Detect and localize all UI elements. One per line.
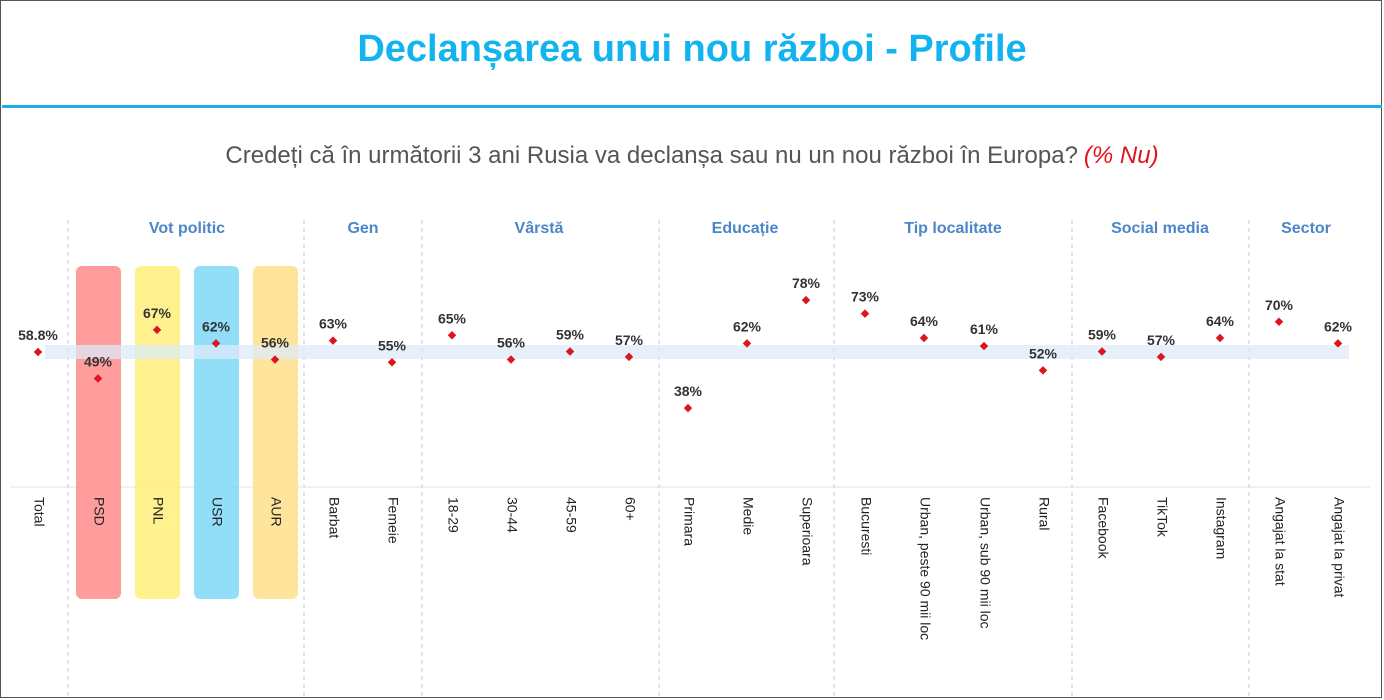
- data-point: [447, 331, 457, 340]
- group-label: Sector: [1281, 220, 1331, 237]
- data-point: [506, 355, 516, 364]
- category-label: Angajat la privat: [1331, 497, 1347, 598]
- data-point: [624, 352, 634, 362]
- category-label: Bucuresti: [858, 497, 874, 555]
- group-label: Tip localitate: [904, 220, 1002, 237]
- data-point: [1156, 352, 1166, 362]
- category-label: PNL: [150, 497, 166, 524]
- data-point: [270, 355, 280, 364]
- data-label: 56%: [261, 335, 290, 351]
- category-label: Total: [31, 497, 47, 527]
- title-divider: [2, 105, 1382, 108]
- group-label: Educație: [712, 220, 779, 237]
- data-label: 61%: [970, 321, 999, 337]
- data-label: 63%: [319, 316, 348, 332]
- data-point: [1038, 366, 1048, 375]
- data-point: [979, 341, 989, 351]
- data-point: [1274, 317, 1284, 327]
- category-label: Rural: [1036, 497, 1052, 530]
- group-label: Social media: [1111, 220, 1209, 237]
- data-point: [801, 295, 811, 305]
- data-point: [328, 336, 338, 345]
- data-label: 78%: [792, 275, 821, 291]
- data-label: 52%: [1029, 345, 1058, 361]
- data-point: [93, 374, 103, 383]
- data-label: 62%: [1324, 318, 1353, 334]
- highlight-band-psd: [76, 266, 121, 599]
- category-label: Femeie: [385, 497, 401, 544]
- highlight-band-usr: [194, 266, 239, 599]
- data-point: [742, 339, 752, 348]
- category-label: USR: [209, 497, 225, 527]
- group-label: Gen: [347, 220, 378, 237]
- category-label: 30-44: [504, 497, 520, 533]
- data-point: [211, 339, 221, 348]
- data-point: [1097, 347, 1107, 356]
- data-label: 59%: [1088, 326, 1117, 342]
- category-label: Instagram: [1213, 497, 1229, 559]
- data-label: 67%: [143, 305, 172, 321]
- category-label: 60+: [622, 497, 638, 521]
- category-label: Barbat: [326, 497, 342, 538]
- category-label: Superioara: [799, 497, 815, 566]
- group-label: Vot politic: [149, 220, 225, 237]
- data-label: 56%: [497, 335, 526, 351]
- category-label: 18-29: [445, 497, 461, 533]
- data-label: 57%: [615, 332, 644, 348]
- category-label: Angajat la stat: [1272, 497, 1288, 586]
- category-label: Medie: [740, 497, 756, 535]
- data-label: 62%: [733, 318, 762, 334]
- category-label: AUR: [268, 497, 284, 527]
- slide-title: Declanșarea unui nou război - Profile: [357, 28, 1027, 70]
- data-label: 65%: [438, 310, 467, 326]
- data-point: [683, 403, 693, 413]
- data-label: 57%: [1147, 332, 1176, 348]
- data-point: [33, 347, 43, 357]
- category-label: Urban, peste 90 mii loc: [917, 497, 933, 640]
- category-label: Facebook: [1095, 497, 1111, 559]
- data-label: 59%: [556, 326, 585, 342]
- data-label: 55%: [378, 337, 407, 353]
- data-point: [387, 358, 397, 367]
- data-point: [565, 347, 575, 356]
- category-label: PSD: [91, 497, 107, 526]
- data-label: 73%: [851, 289, 880, 305]
- category-label: Urban, sub 90 mii loc: [977, 497, 993, 629]
- data-label: 58.8%: [18, 327, 58, 343]
- category-label: 45-59: [563, 497, 579, 533]
- data-label: 70%: [1265, 297, 1294, 313]
- data-label: 49%: [84, 353, 113, 369]
- category-label: TikTok: [1154, 497, 1170, 538]
- measure-note: (% Nu): [1083, 142, 1159, 169]
- data-label: 62%: [202, 318, 231, 334]
- category-label: Primara: [681, 497, 697, 546]
- data-point: [1333, 339, 1343, 348]
- data-label: 64%: [1206, 313, 1235, 329]
- data-point: [919, 333, 929, 343]
- data-label: 38%: [674, 383, 703, 399]
- highlight-band-aur: [253, 266, 298, 599]
- data-point: [1215, 333, 1225, 343]
- data-label: 64%: [910, 313, 939, 329]
- group-label: Vârstă: [515, 220, 564, 237]
- data-point: [152, 325, 162, 335]
- question-text: Credeți că în următorii 3 ani Rusia va d…: [225, 142, 1078, 169]
- data-point: [860, 309, 870, 318]
- chart-subtitle: Credeți că în următorii 3 ani Rusia va d…: [0, 142, 1384, 170]
- total-reference-band: [45, 345, 1349, 359]
